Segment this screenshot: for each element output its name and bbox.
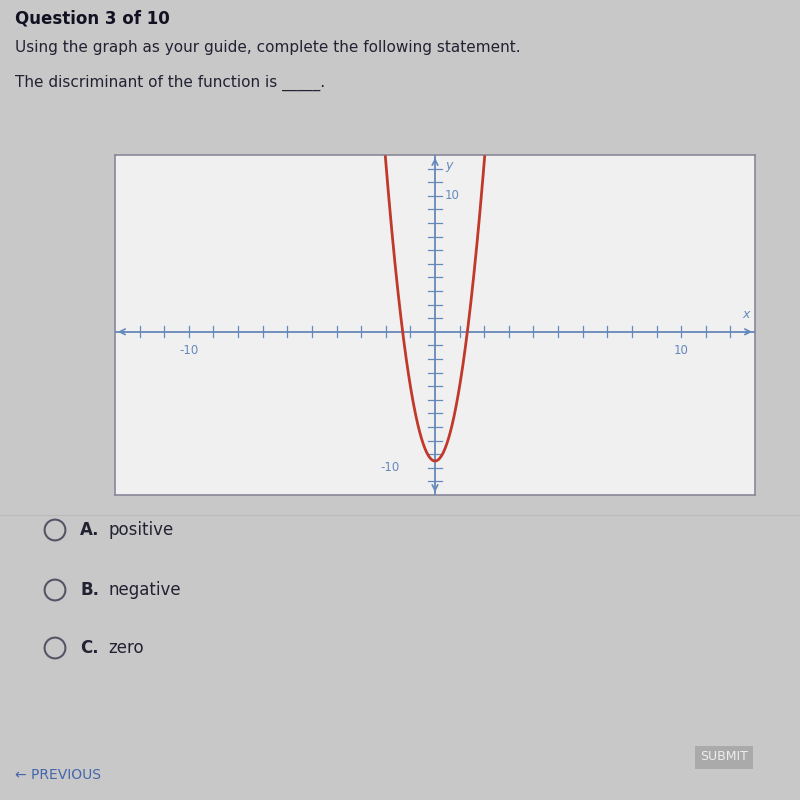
Text: B.: B.: [80, 581, 99, 599]
Text: C.: C.: [80, 639, 98, 657]
Text: zero: zero: [108, 639, 144, 657]
Text: x: x: [742, 308, 750, 321]
Text: A.: A.: [80, 521, 99, 539]
Text: 10: 10: [445, 190, 460, 202]
Text: negative: negative: [108, 581, 181, 599]
Text: -10: -10: [381, 462, 400, 474]
Text: positive: positive: [108, 521, 174, 539]
Text: Using the graph as your guide, complete the following statement.: Using the graph as your guide, complete …: [15, 40, 521, 55]
Text: The discriminant of the function is _____.: The discriminant of the function is ____…: [15, 75, 325, 91]
Text: 10: 10: [674, 344, 689, 357]
Text: ← PREVIOUS: ← PREVIOUS: [15, 768, 101, 782]
Text: y: y: [445, 159, 452, 172]
Text: -10: -10: [179, 344, 198, 357]
Text: SUBMIT: SUBMIT: [700, 750, 748, 763]
Text: 0: 0: [440, 334, 446, 345]
Text: Question 3 of 10: Question 3 of 10: [15, 10, 170, 28]
